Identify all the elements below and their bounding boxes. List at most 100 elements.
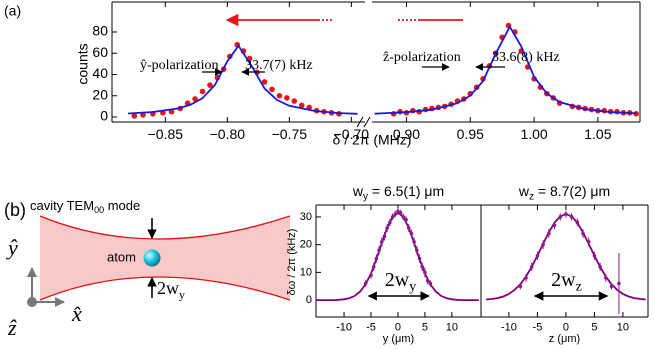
y-tick-label: 20 [300, 239, 312, 251]
data-point [374, 256, 379, 261]
width-label-subscript: y [409, 280, 416, 295]
data-point [207, 82, 213, 88]
data-point [261, 79, 268, 85]
data-point [581, 231, 585, 236]
y-tick-label: 10 [300, 266, 312, 278]
chart-title-subscript: z [529, 191, 534, 202]
data-point [529, 265, 534, 269]
data-point [388, 220, 392, 225]
data-point [393, 212, 398, 216]
x-tick-label: 10 [446, 321, 458, 333]
width-label: 2wy [385, 269, 416, 295]
data-point [569, 215, 574, 219]
data-point [592, 253, 597, 258]
data-point [586, 240, 591, 244]
data-point [371, 265, 376, 269]
width-label-text: 2w [385, 269, 410, 291]
x-tick-label: 0.95 [457, 126, 484, 142]
data-point [276, 92, 283, 99]
data-point [396, 209, 400, 214]
linewidth-label: 33.6(8) kHz [492, 50, 560, 65]
x-axis-label: y (μm) [383, 333, 414, 345]
data-point [199, 88, 206, 95]
polarization-label: ẑ-polarization [383, 50, 461, 65]
y-tick-label: 40 [92, 65, 108, 81]
x-tick-label: -5 [533, 321, 543, 333]
x-tick-label: -10 [336, 321, 352, 333]
y-tick-label: 20 [92, 86, 108, 102]
chart-title: wz = 8.7(2) μm [518, 183, 610, 202]
x-tick-label: -10 [501, 321, 517, 333]
x-tick-label: −0.85 [148, 126, 184, 142]
data-point [269, 86, 275, 93]
width-label-text: 2w [551, 269, 576, 291]
fit-line [374, 24, 637, 115]
mode-label: cavity TEM00 mode [30, 198, 140, 215]
data-point [298, 102, 305, 109]
data-point [398, 210, 403, 215]
waist-label-text: 2w [157, 278, 179, 298]
data-point [423, 270, 427, 275]
x-tick-label: -5 [366, 321, 376, 333]
data-point [552, 223, 557, 228]
chart-title: wy = 6.5(1) μm [352, 183, 444, 202]
x-tick-label: 1.05 [584, 126, 611, 142]
data-point [401, 215, 406, 219]
data-point [518, 284, 523, 289]
axis-label: ŷ [6, 235, 18, 260]
y-axis-label: counts [75, 43, 91, 84]
data-point [420, 265, 425, 269]
data-point [541, 242, 545, 247]
data-point [131, 113, 138, 119]
y-tick-label: 60 [92, 44, 108, 60]
mode-label-text: cavity TEM [30, 198, 94, 213]
y-tick-label: 30 [300, 211, 312, 223]
panel-label: (b) [4, 200, 26, 220]
data-point [604, 276, 608, 280]
data-point [406, 226, 411, 230]
data-point [417, 256, 422, 261]
y-tick-label: 0 [306, 294, 312, 306]
data-point [428, 281, 433, 286]
x-tick-label: 0.90 [393, 126, 420, 142]
x-tick-label: −0.70 [334, 126, 370, 142]
x-tick-label: 0 [395, 321, 401, 333]
y-axis-label: δω / 2π (kHz) [286, 229, 298, 296]
data-point [575, 220, 580, 225]
data-point [284, 95, 290, 101]
axis-label: ẑ [7, 315, 17, 340]
data-point [192, 96, 198, 102]
polarization-label: ŷ-polarization [140, 58, 219, 73]
fit-line [128, 44, 358, 115]
x-tick-label: −0.75 [272, 126, 308, 142]
data-point [382, 234, 387, 239]
linewidth-label: 33.7(7) kHz [245, 58, 313, 73]
data-point [409, 231, 414, 236]
data-point [558, 215, 563, 219]
mode-edge [39, 276, 291, 301]
x-tick-label: −0.80 [210, 126, 246, 142]
data-point [363, 281, 368, 286]
data-point [617, 281, 621, 286]
data-point [524, 276, 528, 280]
chart-title-suffix: = 8.7(2) μm [534, 183, 610, 199]
data-point [609, 284, 614, 289]
x-tick-label: 0 [563, 321, 569, 333]
data-point [598, 265, 602, 269]
data-point [369, 273, 373, 277]
axis-break [356, 116, 364, 128]
axis-break [363, 116, 371, 128]
data-point [390, 215, 395, 219]
waist-label-subscript: y [179, 287, 185, 301]
chart-title-suffix: = 6.5(1) μm [368, 183, 444, 199]
data-point [535, 253, 540, 258]
cavity-mode [40, 216, 290, 300]
chart-title-text: w [518, 183, 530, 199]
chart-title-subscript: y [363, 191, 368, 202]
axis-origin [27, 297, 37, 307]
panel-label: (a) [4, 3, 21, 19]
atom-label: atom [107, 249, 136, 264]
data-point [379, 240, 384, 244]
